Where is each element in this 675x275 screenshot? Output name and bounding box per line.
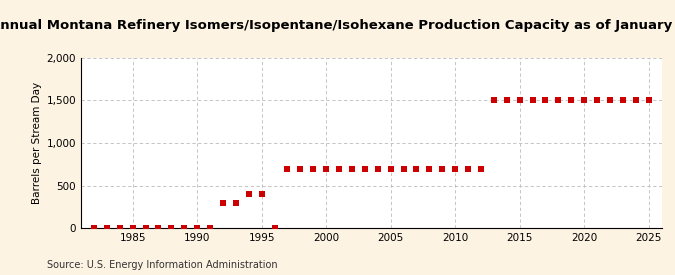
Point [230, 200, 241, 205]
Y-axis label: Barrels per Stream Day: Barrels per Stream Day [32, 82, 43, 204]
Point [514, 98, 525, 103]
Point [398, 166, 409, 171]
Point [553, 98, 564, 103]
Point [217, 200, 228, 205]
Point [321, 166, 331, 171]
Point [205, 226, 215, 230]
Point [101, 226, 112, 230]
Point [256, 192, 267, 196]
Point [179, 226, 190, 230]
Point [450, 166, 460, 171]
Point [269, 226, 280, 230]
Point [346, 166, 357, 171]
Point [502, 98, 512, 103]
Point [140, 226, 151, 230]
Point [333, 166, 344, 171]
Point [578, 98, 589, 103]
Point [359, 166, 370, 171]
Point [282, 166, 293, 171]
Point [618, 98, 628, 103]
Point [527, 98, 538, 103]
Point [295, 166, 306, 171]
Point [373, 166, 383, 171]
Point [88, 226, 99, 230]
Point [643, 98, 654, 103]
Point [462, 166, 473, 171]
Point [243, 192, 254, 196]
Point [489, 98, 500, 103]
Point [566, 98, 576, 103]
Point [437, 166, 448, 171]
Point [411, 166, 422, 171]
Point [424, 166, 435, 171]
Point [127, 226, 138, 230]
Point [114, 226, 125, 230]
Point [385, 166, 396, 171]
Point [153, 226, 164, 230]
Point [605, 98, 616, 103]
Point [591, 98, 602, 103]
Point [192, 226, 202, 230]
Point [540, 98, 551, 103]
Point [630, 98, 641, 103]
Point [308, 166, 319, 171]
Point [166, 226, 177, 230]
Point [475, 166, 486, 171]
Text: Annual Montana Refinery Isomers/Isopentane/Isohexane Production Capacity as of J: Annual Montana Refinery Isomers/Isopenta… [0, 19, 675, 32]
Text: Source: U.S. Energy Information Administration: Source: U.S. Energy Information Administ… [47, 260, 278, 270]
